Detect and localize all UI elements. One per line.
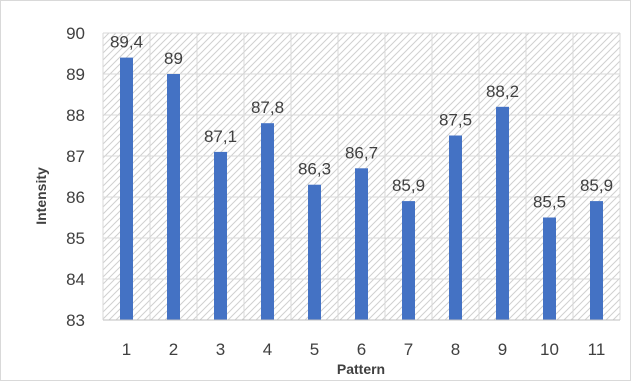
bar-5 xyxy=(308,185,321,320)
data-label-6: 86,7 xyxy=(345,143,378,162)
bar-10 xyxy=(543,218,556,321)
x-axis-title: Pattern xyxy=(337,361,385,377)
data-label-3: 87,1 xyxy=(204,127,237,146)
data-label-9: 88,2 xyxy=(486,82,519,101)
bar-3 xyxy=(214,152,227,320)
x-tick-label: 3 xyxy=(216,340,225,359)
y-tick-label: 83 xyxy=(66,311,85,330)
bar-2 xyxy=(167,74,180,320)
bar-11 xyxy=(590,201,603,320)
x-tick-label: 2 xyxy=(169,340,178,359)
x-tick-label: 10 xyxy=(540,340,559,359)
y-axis: 83 84 85 86 87 88 89 90 xyxy=(66,24,85,330)
y-tick-label: 85 xyxy=(66,229,85,248)
y-tick-label: 84 xyxy=(66,270,85,289)
data-label-7: 85,9 xyxy=(392,176,425,195)
data-label-2: 89 xyxy=(164,49,183,68)
data-label-4: 87,8 xyxy=(251,98,284,117)
x-tick-label: 11 xyxy=(588,340,606,359)
bar-9 xyxy=(496,107,509,320)
x-tick-label: 6 xyxy=(357,340,366,359)
y-tick-label: 89 xyxy=(66,65,85,84)
data-label-5: 86,3 xyxy=(298,160,331,179)
bar-1 xyxy=(120,58,133,320)
y-tick-label: 87 xyxy=(66,147,85,166)
x-tick-label: 9 xyxy=(498,340,507,359)
bar-8 xyxy=(449,136,462,321)
y-axis-title: Intensity xyxy=(33,167,49,225)
y-tick-label: 88 xyxy=(66,106,85,125)
x-tick-label: 5 xyxy=(310,340,319,359)
data-label-10: 85,5 xyxy=(533,193,566,212)
data-label-8: 87,5 xyxy=(439,111,472,130)
x-tick-label: 7 xyxy=(404,340,413,359)
data-label-1: 89,4 xyxy=(110,33,143,52)
x-tick-label: 8 xyxy=(451,340,460,359)
data-label-11: 85,9 xyxy=(580,176,613,195)
x-tick-label: 4 xyxy=(263,340,272,359)
bar-6 xyxy=(355,168,368,320)
x-axis: 1 2 3 4 5 6 7 8 9 10 11 xyxy=(103,320,620,359)
bar-7 xyxy=(402,201,415,320)
bar-4 xyxy=(261,123,274,320)
y-tick-label: 90 xyxy=(66,24,85,43)
x-tick-label: 1 xyxy=(122,340,131,359)
y-tick-label: 86 xyxy=(66,188,85,207)
